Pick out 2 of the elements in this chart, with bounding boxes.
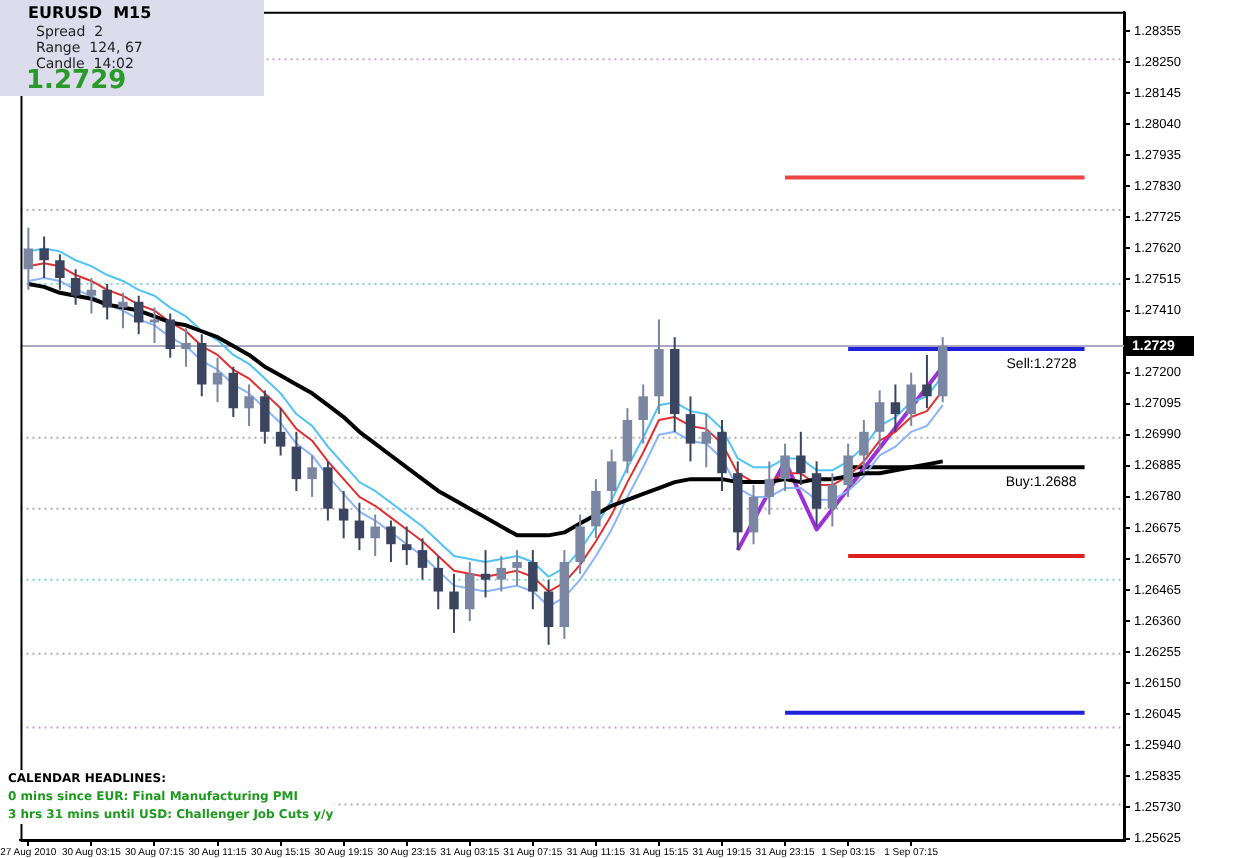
chart-title: EURUSD M15 <box>28 4 152 22</box>
annotation: 1.2729 <box>26 66 127 96</box>
